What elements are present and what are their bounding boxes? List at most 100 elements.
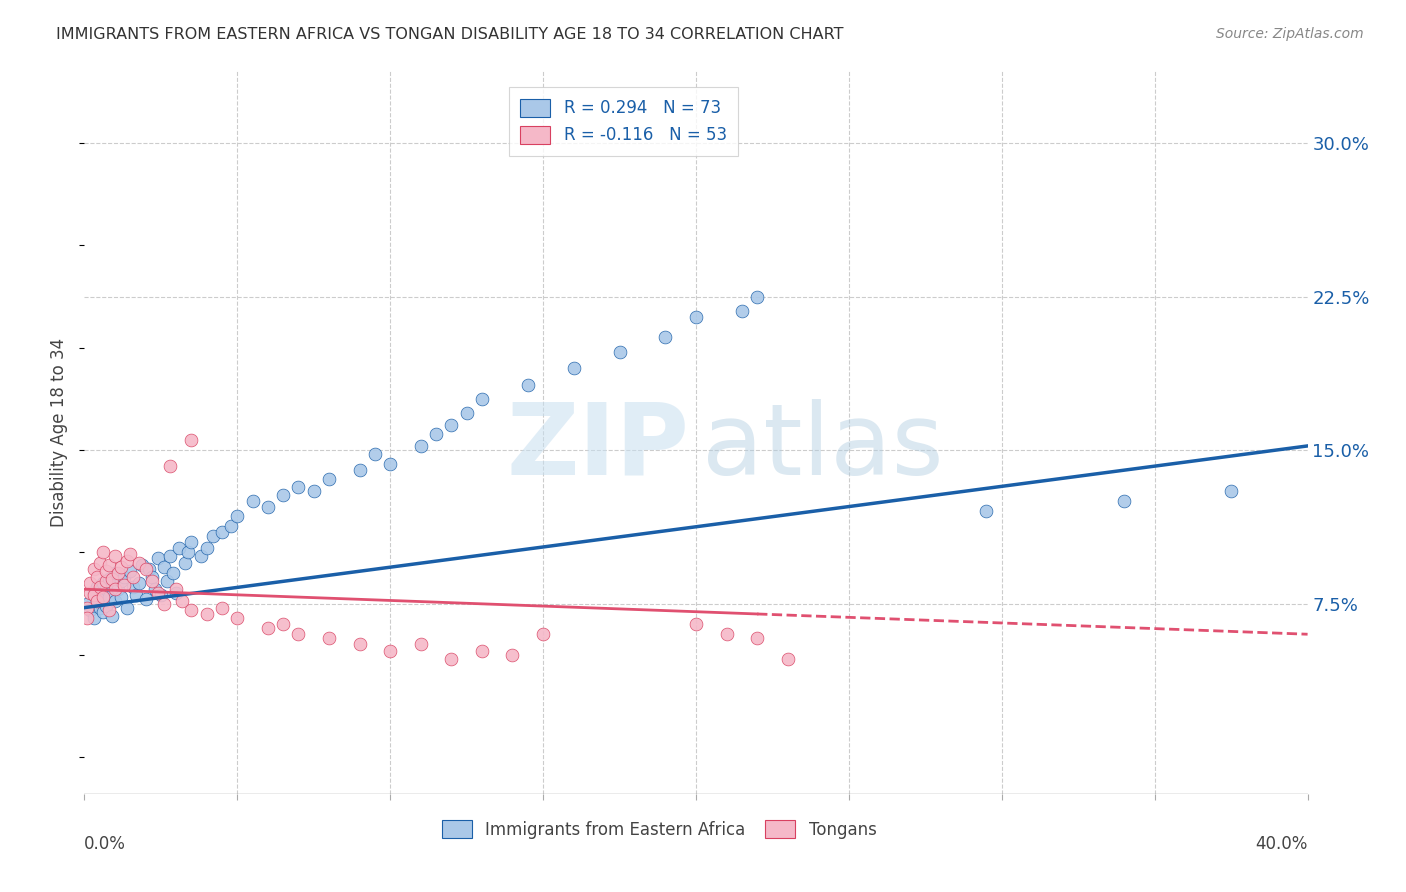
Point [211, 600, 233, 615]
Point [226, 508, 249, 523]
Point [131, 558, 153, 572]
Point [153, 559, 176, 574]
Point [122, 580, 145, 594]
Point [531, 627, 554, 641]
Point [122, 570, 145, 584]
Point [94, 599, 117, 613]
Point [83, 586, 105, 600]
Point [409, 637, 432, 651]
Point [165, 586, 187, 600]
Point [219, 518, 242, 533]
Point [101, 578, 124, 592]
Point [425, 426, 447, 441]
Point [89, 588, 111, 602]
Point [83, 588, 105, 602]
Point [456, 406, 478, 420]
Point [776, 652, 799, 666]
Point [318, 472, 340, 486]
Point [97, 572, 120, 586]
Point [141, 570, 163, 584]
Point [731, 303, 754, 318]
Point [257, 500, 280, 515]
Point [654, 330, 676, 344]
Text: 0.0%: 0.0% [84, 835, 127, 853]
Point [104, 549, 127, 564]
Point [143, 582, 166, 597]
Point [471, 643, 494, 657]
Point [174, 556, 197, 570]
Point [271, 617, 294, 632]
Point [287, 480, 309, 494]
Point [195, 607, 218, 621]
Point [128, 576, 150, 591]
Point [79, 576, 101, 591]
Point [110, 574, 132, 588]
Point [89, 600, 111, 615]
Point [349, 463, 371, 477]
Point [471, 392, 494, 406]
Point [149, 588, 172, 602]
Point [1114, 494, 1136, 508]
Point [83, 611, 105, 625]
Point [180, 535, 202, 549]
Point [302, 483, 325, 498]
Point [156, 574, 179, 588]
Point [97, 558, 120, 572]
Point [226, 611, 249, 625]
Point [380, 458, 402, 472]
Point [747, 632, 769, 646]
Text: 40.0%: 40.0% [1256, 835, 1308, 853]
Point [364, 447, 387, 461]
Point [104, 582, 127, 597]
Point [409, 439, 432, 453]
Point [94, 574, 117, 588]
Point [97, 591, 120, 605]
Point [201, 529, 224, 543]
Point [609, 344, 631, 359]
Point [101, 572, 124, 586]
Point [104, 566, 127, 580]
Point [1220, 483, 1243, 498]
Point [562, 361, 585, 376]
Point [440, 652, 463, 666]
Point [195, 541, 218, 556]
Point [257, 621, 280, 635]
Point [516, 377, 538, 392]
Point [172, 594, 194, 608]
Point [91, 576, 114, 591]
Text: Source: ZipAtlas.com: Source: ZipAtlas.com [1216, 27, 1364, 41]
Point [91, 605, 114, 619]
Point [91, 545, 114, 559]
Point [380, 643, 402, 657]
Point [120, 548, 142, 562]
Point [112, 578, 135, 592]
Point [159, 549, 181, 564]
Point [79, 602, 101, 616]
Point [104, 594, 127, 608]
Point [180, 602, 202, 616]
Point [349, 637, 371, 651]
Point [107, 566, 129, 580]
Point [86, 580, 108, 594]
Point [107, 582, 129, 597]
Point [86, 570, 108, 584]
Point [271, 488, 294, 502]
Point [94, 564, 117, 578]
Point [440, 418, 463, 433]
Point [128, 556, 150, 570]
Point [125, 588, 148, 602]
Point [153, 597, 176, 611]
Point [94, 582, 117, 597]
Point [318, 632, 340, 646]
Point [76, 597, 98, 611]
Point [89, 580, 111, 594]
Point [177, 545, 200, 559]
Text: atlas: atlas [702, 399, 943, 496]
Point [86, 594, 108, 608]
Point [138, 562, 160, 576]
Point [112, 570, 135, 584]
Point [180, 433, 202, 447]
Point [97, 602, 120, 616]
Point [976, 504, 998, 518]
Text: ZIP: ZIP [508, 399, 690, 496]
